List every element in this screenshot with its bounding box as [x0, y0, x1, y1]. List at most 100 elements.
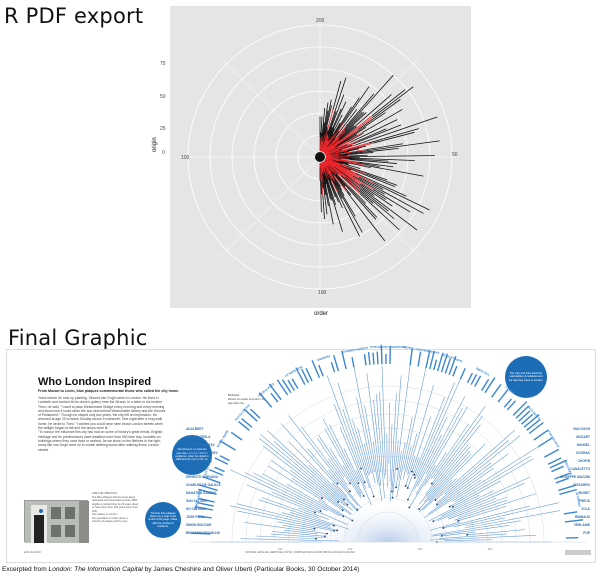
name-label-mark [194, 505, 214, 511]
polar-bar-outer [322, 168, 331, 200]
top-arc-label: RIMSKY [504, 385, 516, 395]
lifeline [337, 382, 374, 497]
name-label-mark [470, 374, 478, 385]
lifeline-dot [336, 529, 339, 532]
lifeline-dot [315, 537, 317, 540]
name-label-mark [520, 413, 534, 425]
name-label-mark [537, 437, 553, 448]
name-label-mark [563, 511, 578, 515]
name-label-mark [202, 476, 221, 484]
lifeline [300, 426, 351, 492]
lifeline [389, 424, 393, 483]
lifeline [454, 493, 537, 521]
polar-bar-outer [368, 128, 419, 144]
polar-bar-outer [335, 173, 378, 218]
lifeline [297, 507, 330, 520]
polar-bar-outer [322, 181, 328, 215]
polar-bar-outer [372, 188, 411, 213]
name-label-mark [351, 357, 355, 368]
name-label-mark [436, 352, 444, 372]
lifeline [424, 424, 481, 496]
polar-bar-outer [365, 173, 398, 186]
polar-bar-outer [346, 145, 366, 152]
name-label-mark [555, 477, 569, 484]
lifeline [419, 479, 453, 512]
lifeline [439, 533, 507, 539]
lifeline-dot [457, 519, 460, 522]
lifeline-dot [337, 501, 340, 503]
lifeline [435, 429, 516, 501]
lifeline [291, 477, 323, 499]
polar-bar-outer [348, 186, 367, 204]
name-label-mark [301, 368, 310, 384]
polar-bar-outer [360, 184, 393, 207]
lifeline [465, 517, 505, 527]
polar-bar-outer [325, 176, 343, 232]
grid-arc [287, 441, 489, 543]
name-label-mark [376, 351, 379, 365]
lifeline [318, 499, 353, 521]
polar-bar-outer [333, 166, 375, 196]
name-label-mark [367, 351, 371, 365]
polar-bar-outer [359, 176, 384, 190]
axis-tick-label: 250 [418, 547, 423, 551]
lifeline [342, 409, 370, 488]
lifeline [396, 355, 412, 469]
polar-bar-outer [352, 175, 385, 195]
lifeline [458, 505, 507, 521]
name-label-mark [523, 414, 540, 428]
lifeline [386, 433, 388, 488]
name-label-mark [268, 383, 282, 401]
name-label-mark [214, 457, 229, 465]
polar-bar-outer [322, 172, 334, 225]
top-arc-label: JOSEPH CONRAD [341, 346, 368, 354]
name-label-mark [258, 392, 273, 408]
lifeline [329, 448, 362, 499]
y-tick-75: 75 [160, 61, 166, 67]
name-label-mark [452, 365, 458, 377]
lifeline-label-left: ADALBERT [186, 427, 204, 431]
lifeline-dot [396, 467, 399, 470]
lifeline-label-left: VLADIMIR LENIN [186, 459, 213, 463]
article-title: Who London Inspired [38, 376, 152, 388]
lifeline [356, 397, 376, 484]
lifeline [444, 440, 509, 495]
name-label-mark [241, 418, 253, 428]
lifeline [281, 512, 331, 527]
lifeline-dot [413, 477, 416, 479]
polar-bar-outer [338, 160, 349, 165]
polar-bar-outer [328, 114, 343, 141]
name-label-mark [503, 398, 512, 408]
name-label-mark [518, 410, 531, 422]
polar-bar-outer [333, 179, 356, 217]
axis-tick-label: 200 [348, 547, 353, 551]
center-glow [318, 472, 458, 542]
lifeline [267, 430, 348, 505]
lifeline [352, 419, 369, 476]
polar-bar-outer [327, 127, 333, 138]
lifeline-dot [336, 482, 339, 485]
polar-bar-outer [359, 189, 395, 220]
lifeline [288, 415, 362, 508]
lifeline [379, 391, 385, 479]
polar-bar-outer [355, 116, 438, 146]
lifeline-label-right: DVORAK [576, 451, 591, 455]
name-label-mark [209, 469, 224, 476]
article-subtitle: From Mozart to Lenin, blue plaques comme… [38, 389, 180, 393]
lifeline-dot [411, 470, 413, 473]
name-label-mark [417, 351, 422, 367]
lifeline [396, 417, 413, 498]
lifeline [405, 455, 416, 486]
polar-bar-outer [327, 77, 347, 135]
lifeline [433, 406, 486, 478]
lifeline [324, 428, 362, 495]
lifeline [437, 435, 521, 503]
polar-bar-outer [343, 86, 370, 124]
polar-bar-outer [338, 157, 389, 162]
name-label-mark [554, 472, 570, 480]
polar-bar-outer [339, 144, 353, 151]
lifeline-label-right: GIUSEPPE MAZZINI [560, 475, 590, 479]
name-label-mark [198, 488, 217, 495]
lifeline [364, 405, 379, 484]
polar-bar-outer [323, 172, 327, 184]
